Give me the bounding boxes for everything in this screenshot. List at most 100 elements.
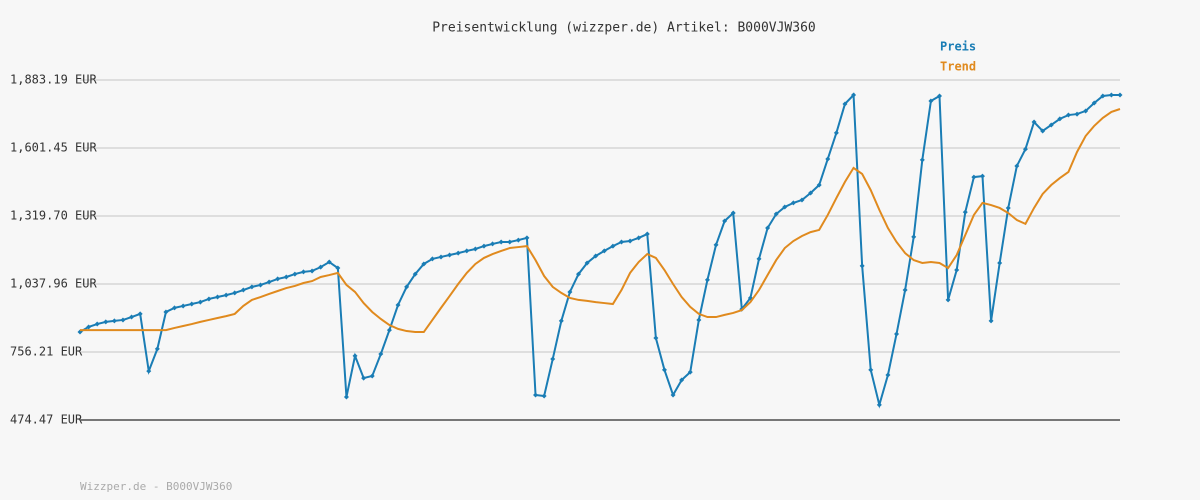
point [283,274,289,280]
point [240,287,246,293]
point [249,284,255,290]
point [876,402,882,408]
y-tick-label: 474.47 EUR [10,413,83,427]
point [627,238,633,244]
y-tick-label: 1,319.70 EUR [10,209,97,223]
point [507,239,513,245]
point [799,197,805,203]
point [481,243,487,249]
y-tick-label: 1,037.96 EUR [10,276,97,290]
point [722,218,728,224]
point [601,248,607,254]
point [928,98,934,104]
point [361,375,367,381]
point [223,292,229,298]
point [979,173,985,179]
point [584,260,590,266]
point [533,392,539,398]
point [1048,122,1054,128]
point [215,294,221,300]
point [378,351,384,357]
point [438,254,444,260]
point [197,299,203,305]
point [790,200,796,206]
point [567,289,573,295]
point [1031,119,1037,125]
point [1014,163,1020,169]
y-tick-label: 756.21 EUR [10,345,83,359]
point [154,346,160,352]
point [266,279,272,285]
point [524,235,530,241]
point [704,277,710,283]
point [644,231,650,237]
point [653,335,659,341]
point [894,331,900,337]
point [163,309,169,315]
point [369,373,375,379]
point [679,377,685,383]
point [902,287,908,293]
point [610,243,616,249]
point [773,211,779,217]
footer: Wizzper.de - B000VJW360 [80,480,232,493]
point [765,225,771,231]
point [498,239,504,245]
point [309,268,315,274]
point [412,271,418,277]
point [825,156,831,162]
point [490,241,496,247]
point [945,297,951,303]
point [593,253,599,259]
point [558,318,564,324]
point [911,234,917,240]
point [352,353,358,359]
chart-title: Preisentwicklung (wizzper.de) Artikel: B… [432,21,816,36]
point [756,256,762,262]
point [1074,111,1080,117]
point [1083,108,1089,114]
point [1040,128,1046,134]
point [851,92,857,98]
point [300,269,306,275]
point [206,296,212,302]
point [618,239,624,245]
point [687,369,693,375]
point [1091,100,1097,106]
point [576,271,582,277]
point [885,372,891,378]
point [429,256,435,262]
point [1117,92,1123,98]
point [129,314,135,320]
point [782,204,788,210]
point [172,305,178,311]
series-line [80,108,1121,334]
point [541,393,547,399]
point [696,317,702,323]
point [808,190,814,196]
point [232,290,238,296]
point [343,394,349,400]
point [464,248,470,254]
point [937,93,943,99]
point [447,252,453,258]
point [386,327,392,333]
point [189,301,195,307]
point [730,210,736,216]
point [111,318,117,324]
point [988,318,994,324]
point [919,157,925,163]
point [1005,205,1011,211]
point [515,237,521,243]
point [86,324,92,330]
point [954,267,960,273]
point [636,235,642,241]
point [1022,146,1028,152]
point [404,284,410,290]
point [395,302,401,308]
point [1108,92,1114,98]
point [816,182,822,188]
point [971,174,977,180]
